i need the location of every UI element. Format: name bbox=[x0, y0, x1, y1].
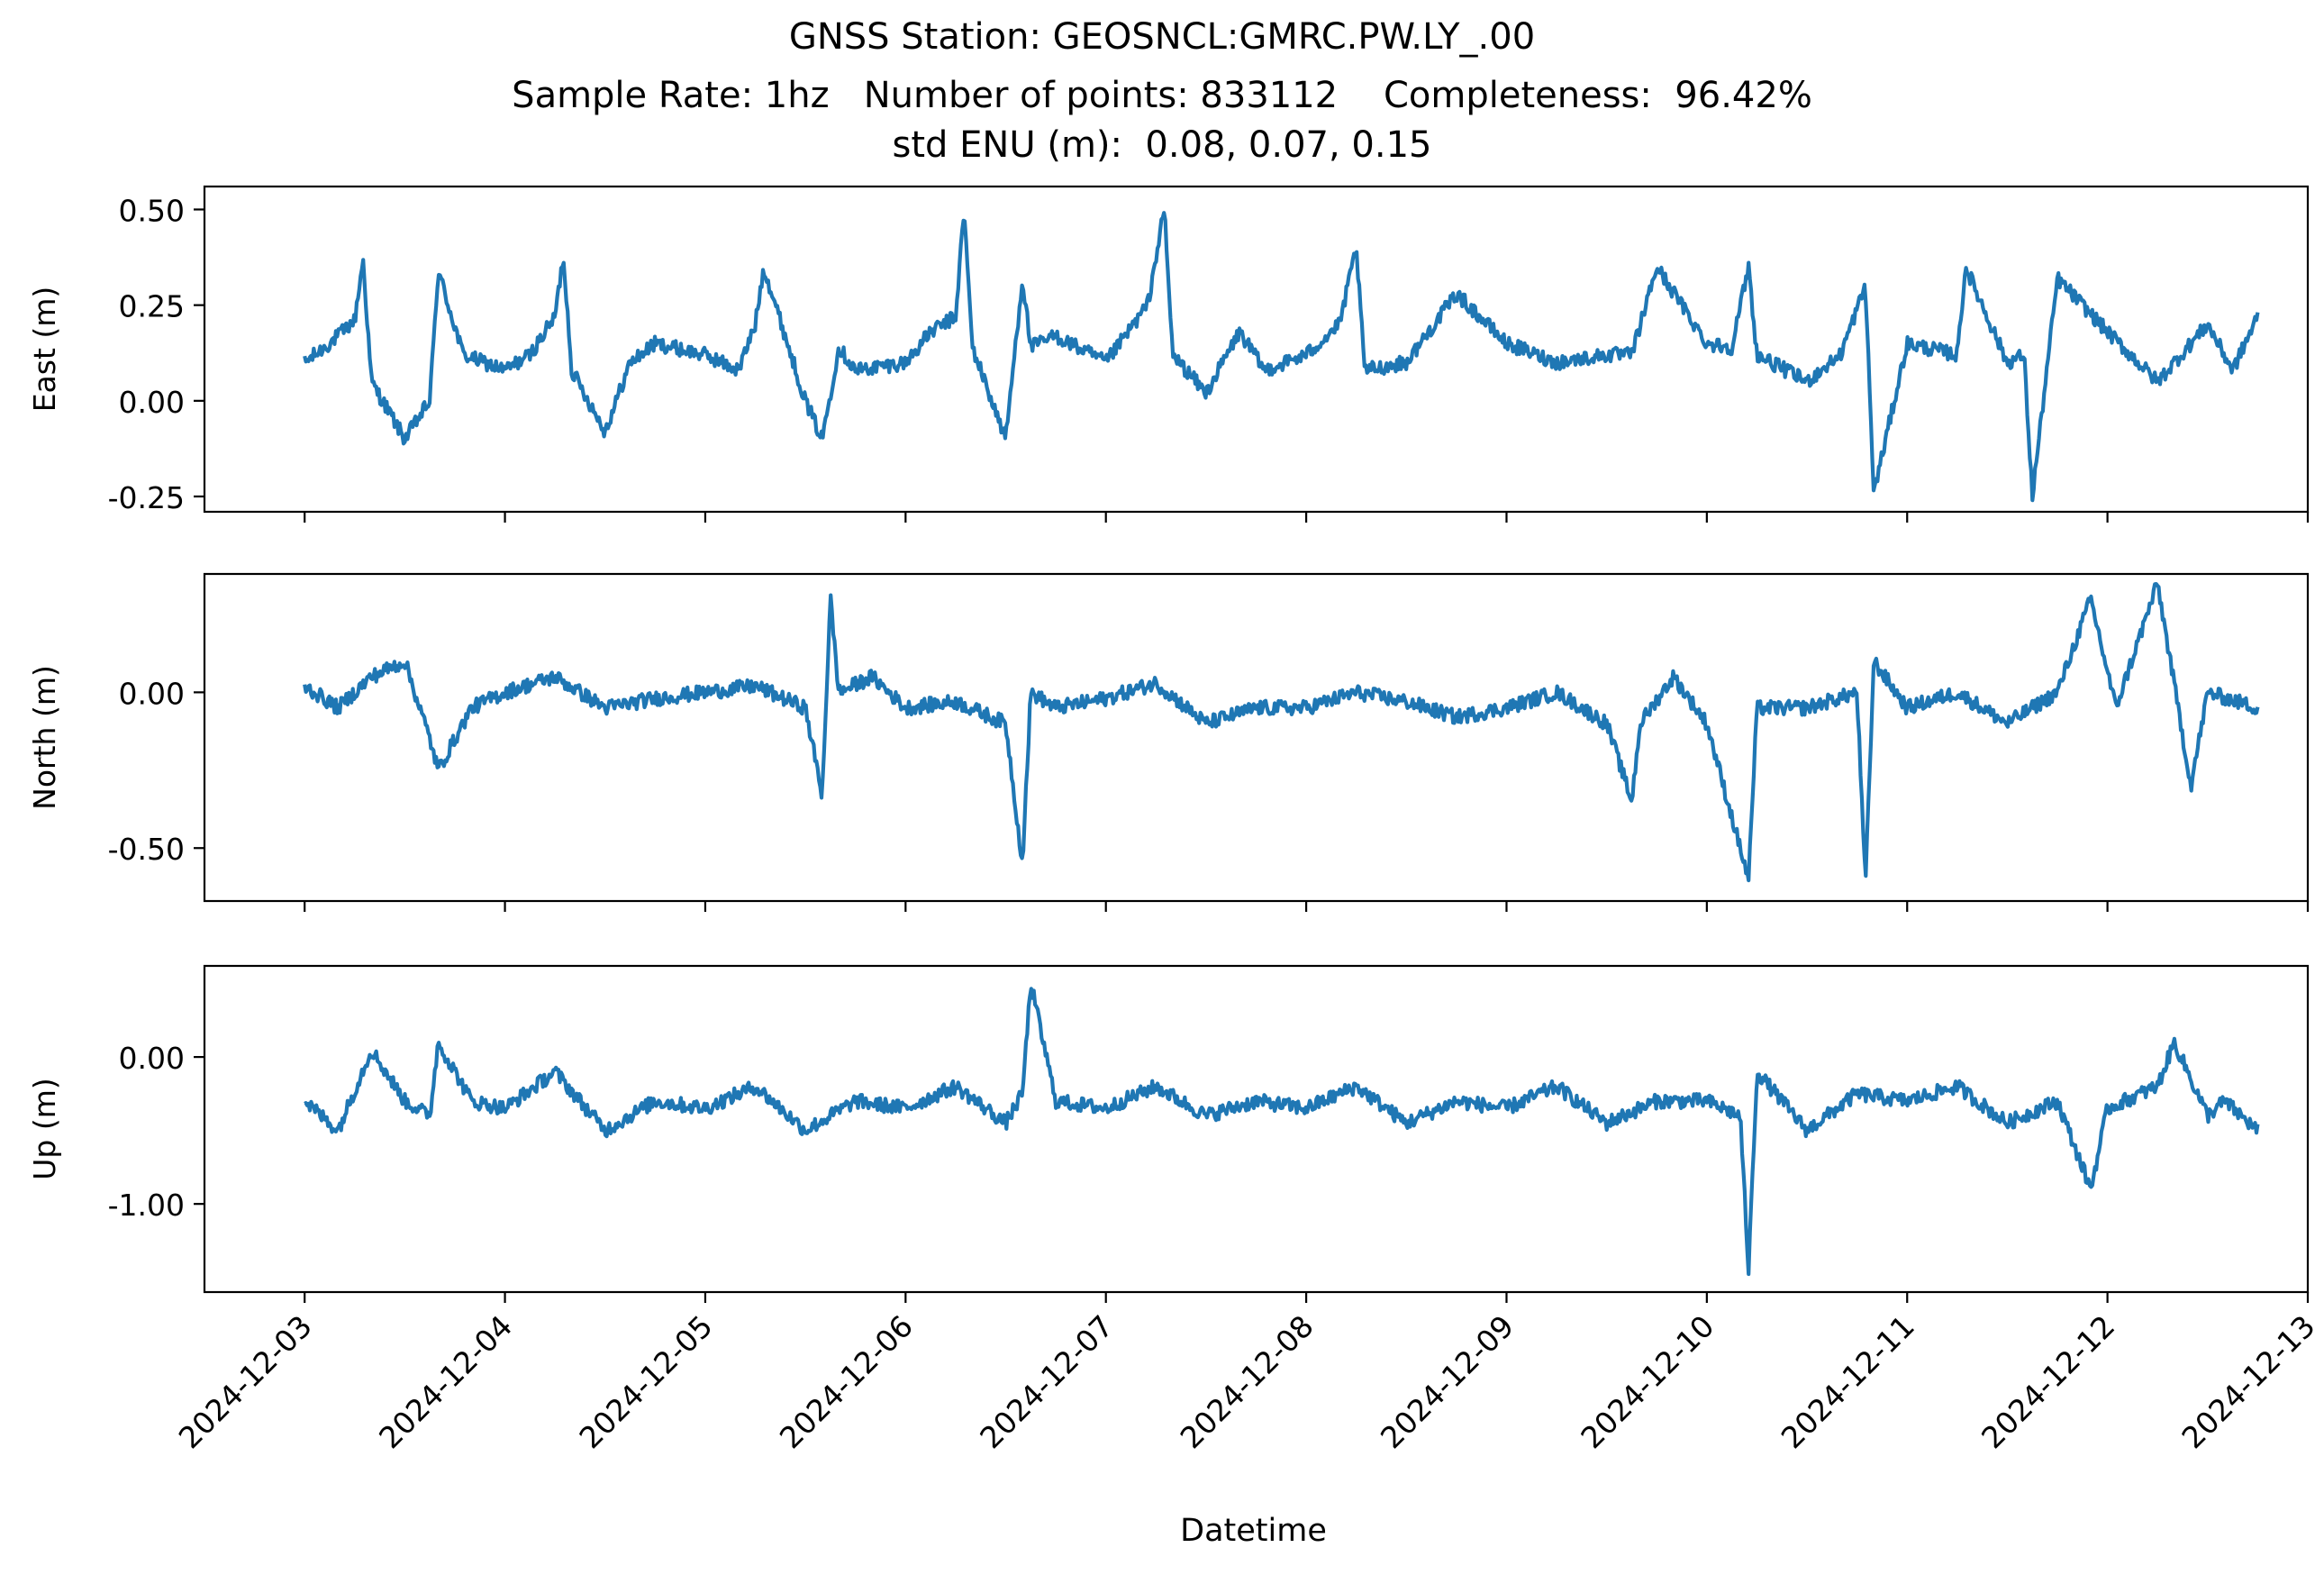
x-tick-label: 2024-12-12 bbox=[1974, 1308, 2121, 1455]
data-line-north bbox=[303, 582, 2260, 883]
x-tick-label: 2024-12-05 bbox=[572, 1308, 719, 1455]
y-tick-label: 0.00 bbox=[119, 1041, 185, 1076]
x-tick-label: 2024-12-10 bbox=[1574, 1308, 1720, 1455]
axes-frame bbox=[203, 185, 2310, 514]
axes-frame bbox=[203, 572, 2310, 903]
y-tick-label: -1.00 bbox=[108, 1188, 185, 1223]
x-tick-label: 2024-12-06 bbox=[773, 1308, 920, 1455]
panel-east: -0.25 0.00 0.25 0.50 East (m) bbox=[27, 185, 2310, 523]
x-tick-label: 2024-12-07 bbox=[973, 1308, 1120, 1455]
y-axis-label: North (m) bbox=[27, 665, 62, 810]
x-tick-label: 2024-12-03 bbox=[172, 1308, 319, 1455]
y-tick-label: 0.50 bbox=[119, 193, 185, 228]
x-axis-label: Datetime bbox=[1180, 1513, 1327, 1549]
x-tick-label: 2024-12-08 bbox=[1174, 1308, 1321, 1455]
y-tick-label: -0.25 bbox=[108, 480, 185, 515]
y-axis-label: East (m) bbox=[27, 287, 62, 413]
y-tick-label: 0.00 bbox=[119, 676, 185, 711]
chart-title-line-1: GNSS Station: GEOSNCL:GMRC.PW.LY_.00 bbox=[788, 16, 1536, 58]
y-tick-label: 0.25 bbox=[119, 289, 185, 324]
data-line-east bbox=[303, 211, 2260, 503]
data-line-up bbox=[304, 987, 2260, 1277]
x-tick-label: 2024-12-13 bbox=[2174, 1308, 2321, 1455]
panel-up: -1.00 0.00 Up (m) 2024-12-03 2024-12-04 2024-… bbox=[27, 964, 2322, 1455]
chart-title-line-2: Sample Rate: 1hz Number of points: 83311… bbox=[512, 75, 1812, 116]
axes-frame bbox=[203, 964, 2310, 1294]
panel-north: -0.50 0.00 North (m) bbox=[27, 572, 2310, 912]
x-tick-label: 2024-12-04 bbox=[372, 1308, 519, 1455]
chart-title-line-3: std ENU (m): 0.08, 0.07, 0.15 bbox=[892, 124, 1432, 166]
y-tick-label: 0.00 bbox=[119, 385, 185, 420]
x-tick-label: 2024-12-09 bbox=[1374, 1308, 1521, 1455]
y-tick-label: -0.50 bbox=[108, 832, 185, 867]
x-tick-label: 2024-12-11 bbox=[1775, 1308, 1921, 1455]
y-axis-label: Up (m) bbox=[27, 1078, 62, 1180]
